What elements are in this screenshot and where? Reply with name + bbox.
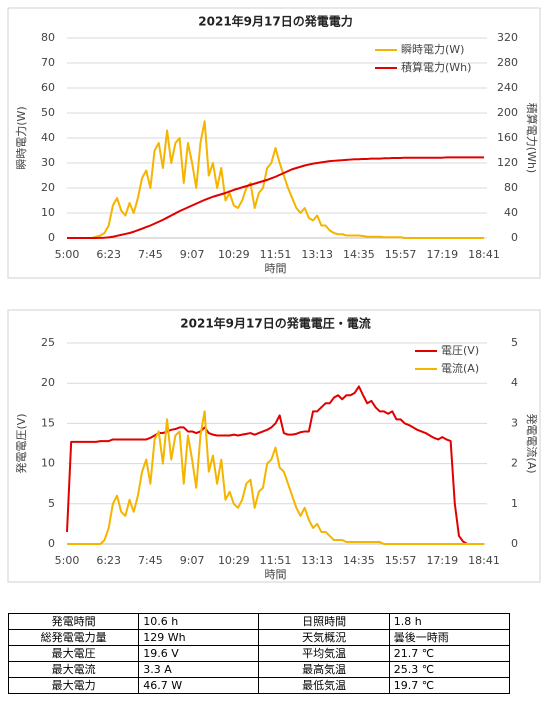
y2-tick-label: 2: [511, 457, 518, 470]
y2-tick-label: 3: [511, 416, 518, 429]
table-row: 発電時間 10.6 h 日照時間 1.8 h: [7, 613, 511, 630]
y-tick-label: 70: [41, 56, 55, 69]
table-value: 19.7 ℃: [388, 677, 511, 694]
y2-axis-title: 積算電力(Wh): [525, 103, 539, 173]
table-row: 最大電流 3.3 A 最高気温 25.3 ℃: [7, 661, 511, 678]
charts: 2021年9月17日の発電電力0102030405060708004080120…: [7, 7, 541, 583]
legend-label: 電流(A): [441, 361, 479, 375]
table-value: 129 Wh: [138, 629, 260, 646]
x-tick-label: 11:51: [260, 248, 292, 261]
series-line: [66, 385, 484, 545]
x-tick-label: 6:23: [96, 554, 121, 567]
x-tick-label: 9:07: [180, 248, 205, 261]
table-label: 平均気温: [258, 645, 390, 662]
table-value: 曇後一時雨: [388, 629, 511, 646]
table-value: 25.3 ℃: [388, 661, 511, 678]
y-tick-label: 25: [41, 336, 55, 349]
table-value: 1.8 h: [388, 613, 511, 630]
x-tick-label: 18:41: [468, 554, 500, 567]
table-label: 最低気温: [258, 677, 390, 694]
y2-tick-label: 0: [511, 537, 518, 550]
x-tick-label: 6:23: [96, 248, 121, 261]
y-tick-label: 80: [41, 31, 55, 44]
y2-tick-label: 0: [511, 231, 518, 244]
y2-tick-label: 320: [497, 31, 518, 44]
summary-table: 発電時間 10.6 h 日照時間 1.8 h 総発電電力量 129 Wh 天気概況 曇後一時雨…: [7, 613, 511, 694]
x-axis-title: 時間: [265, 568, 287, 581]
y2-axis-title: 発電電流(A): [525, 413, 539, 473]
table-row: 総発電電力量 129 Wh 天気概況 曇後一時雨: [7, 629, 511, 646]
table-value: 46.7 W: [138, 677, 260, 694]
table-value: 10.6 h: [138, 613, 260, 630]
x-tick-label: 5:00: [55, 554, 80, 567]
y2-tick-label: 1: [511, 497, 518, 510]
x-tick-label: 10:29: [218, 554, 250, 567]
chart-title: 2021年9月17日の発電電圧・電流: [180, 316, 370, 331]
y-tick-label: 60: [41, 81, 55, 94]
table-label: 発電時間: [7, 613, 140, 630]
x-tick-label: 17:19: [426, 554, 458, 567]
x-tick-label: 18:41: [468, 248, 500, 261]
y2-tick-label: 5: [511, 336, 518, 349]
y2-tick-label: 160: [497, 131, 518, 144]
legend-label: 積算電力(Wh): [401, 60, 471, 74]
x-tick-label: 13:13: [301, 248, 333, 261]
y2-tick-label: 280: [497, 56, 518, 69]
table-label: 総発電電力量: [7, 629, 140, 646]
x-tick-label: 13:13: [301, 554, 333, 567]
table-label: 最大電流: [7, 661, 140, 678]
y-axis-title: 発電電圧(V): [14, 413, 28, 473]
x-tick-label: 15:57: [385, 248, 417, 261]
y-tick-label: 0: [48, 537, 55, 550]
table-label: 最大電力: [7, 677, 140, 694]
x-axis-title: 時間: [265, 262, 287, 275]
y-tick-label: 20: [41, 376, 55, 389]
y-tick-label: 0: [48, 231, 55, 244]
y2-tick-label: 240: [497, 81, 518, 94]
y-tick-label: 20: [41, 181, 55, 194]
y-tick-label: 15: [41, 416, 55, 429]
table-value: 21.7 ℃: [388, 645, 511, 662]
y-tick-label: 40: [41, 131, 55, 144]
x-tick-label: 17:19: [426, 248, 458, 261]
y2-tick-label: 40: [504, 206, 518, 219]
series-line: [67, 410, 484, 545]
x-tick-label: 7:45: [138, 248, 163, 261]
y2-tick-label: 80: [504, 181, 518, 194]
y-tick-label: 5: [48, 497, 55, 510]
table-row: 最大電圧 19.6 V 平均気温 21.7 ℃: [7, 645, 511, 662]
legend-label: 瞬時電力(W): [401, 43, 464, 56]
table-label: 最大電圧: [7, 645, 140, 662]
chart-title: 2021年9月17日の発電電力: [198, 14, 352, 29]
y2-tick-label: 120: [497, 156, 518, 169]
table-label: 最高気温: [258, 661, 390, 678]
x-tick-label: 10:29: [218, 248, 250, 261]
table-value: 19.6 V: [138, 645, 260, 662]
table-row: 最大電力 46.7 W 最低気温 19.7 ℃: [7, 677, 511, 694]
y-tick-label: 30: [41, 156, 55, 169]
y2-tick-label: 200: [497, 106, 518, 119]
y-axis-title: 瞬時電力(W): [15, 106, 28, 169]
x-tick-label: 7:45: [138, 554, 163, 567]
table-label: 天気概況: [258, 629, 390, 646]
series-line: [67, 156, 484, 239]
y-tick-label: 10: [41, 457, 55, 470]
x-tick-label: 14:35: [343, 554, 375, 567]
x-tick-label: 9:07: [180, 554, 205, 567]
table-value: 3.3 A: [138, 661, 260, 678]
x-tick-label: 5:00: [55, 248, 80, 261]
y-tick-label: 50: [41, 106, 55, 119]
x-tick-label: 15:57: [385, 554, 417, 567]
y-tick-label: 10: [41, 206, 55, 219]
series-line: [67, 120, 484, 239]
table-label: 日照時間: [258, 613, 390, 630]
legend-label: 電圧(V): [441, 344, 479, 357]
chart-frame: [7, 7, 541, 279]
x-tick-label: 11:51: [260, 554, 292, 567]
x-tick-label: 14:35: [343, 248, 375, 261]
y2-tick-label: 4: [511, 376, 518, 389]
